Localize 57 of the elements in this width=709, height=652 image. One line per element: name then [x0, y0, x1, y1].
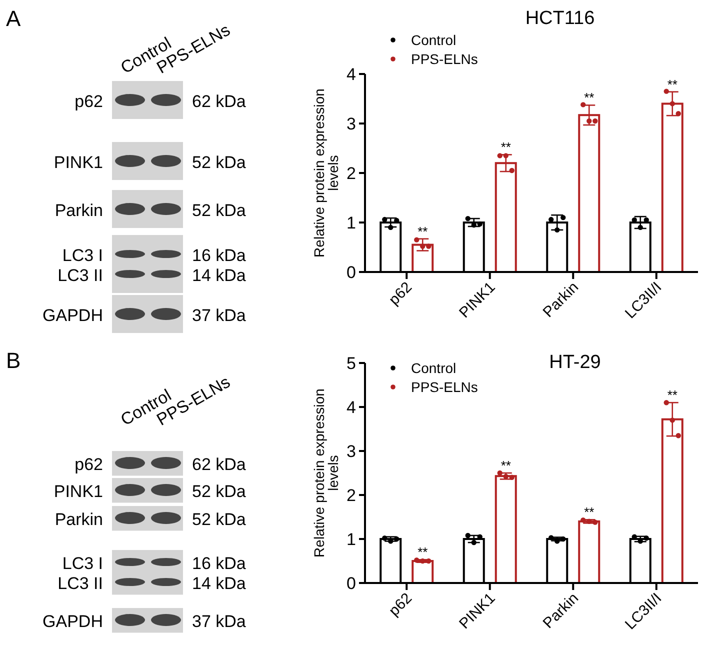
chart-title: HCT116 [525, 8, 595, 29]
text: GAPDH [42, 306, 103, 325]
annotation: ** [418, 544, 428, 560]
bar [494, 162, 517, 273]
text: LC3 II [58, 266, 103, 285]
text: 14 kDa [192, 574, 246, 593]
text: 16 kDa [192, 554, 246, 573]
text: 16 kDa [192, 246, 246, 265]
text: 52 kDa [192, 510, 246, 529]
annotation: ** [584, 504, 594, 520]
text: PINK1 [54, 482, 103, 501]
x-tick-label: p62 [386, 278, 416, 309]
y-tick-label: 1 [346, 530, 356, 549]
y-tick-label: 0 [346, 263, 356, 282]
y-tick-label: 2 [346, 164, 356, 183]
y-tick-label: 4 [346, 398, 356, 417]
text: 52 kDa [192, 482, 246, 501]
text: A [6, 6, 21, 31]
annotation: ** [500, 458, 511, 473]
annotation: ** [667, 388, 678, 403]
text: 14 kDa [192, 266, 246, 285]
text: Parkin [54, 201, 103, 220]
y-axis-title: Relative protein expression levels [311, 88, 341, 258]
y-tick-label: 1 [346, 214, 356, 232]
legend-label: Control [411, 32, 456, 48]
y-tick-label: 4 [346, 65, 356, 84]
annotation: ** [500, 140, 511, 155]
bar [578, 520, 600, 584]
y-axis-title: Relative protein expression levels [311, 388, 341, 558]
y-tick-label: 5 [346, 354, 356, 373]
text: GAPDH [42, 612, 103, 631]
legend-label: Control [411, 360, 456, 376]
legend-label: PPS-ELNs [411, 51, 478, 67]
text: 62 kDa [192, 455, 246, 474]
text: B [6, 348, 21, 373]
y-tick-label: 0 [346, 574, 356, 593]
text: LC3 II [58, 574, 103, 593]
y-tick-label: 2 [346, 486, 356, 505]
legend-label: PPS-ELNs [411, 379, 478, 395]
chart-title: HT-29 [549, 352, 601, 373]
annotation: ** [418, 224, 428, 239]
y-tick-label: 3 [346, 442, 356, 461]
y-tick-label: 3 [346, 114, 356, 134]
text: p62 [74, 455, 103, 474]
text: 52 kDa [192, 153, 246, 172]
text: 37 kDa [192, 306, 246, 325]
text: LC3 I [62, 554, 103, 573]
text: LC3 I [62, 246, 103, 265]
text: 62 kDa [192, 92, 246, 111]
text: 37 kDa [192, 612, 246, 631]
text: 52 kDa [192, 201, 246, 220]
text: Parkin [54, 510, 103, 529]
annotation: ** [667, 76, 678, 92]
x-tick-label: p62 [386, 590, 416, 620]
text: PINK1 [54, 153, 103, 172]
annotation: ** [584, 90, 594, 106]
text: p62 [74, 92, 103, 111]
